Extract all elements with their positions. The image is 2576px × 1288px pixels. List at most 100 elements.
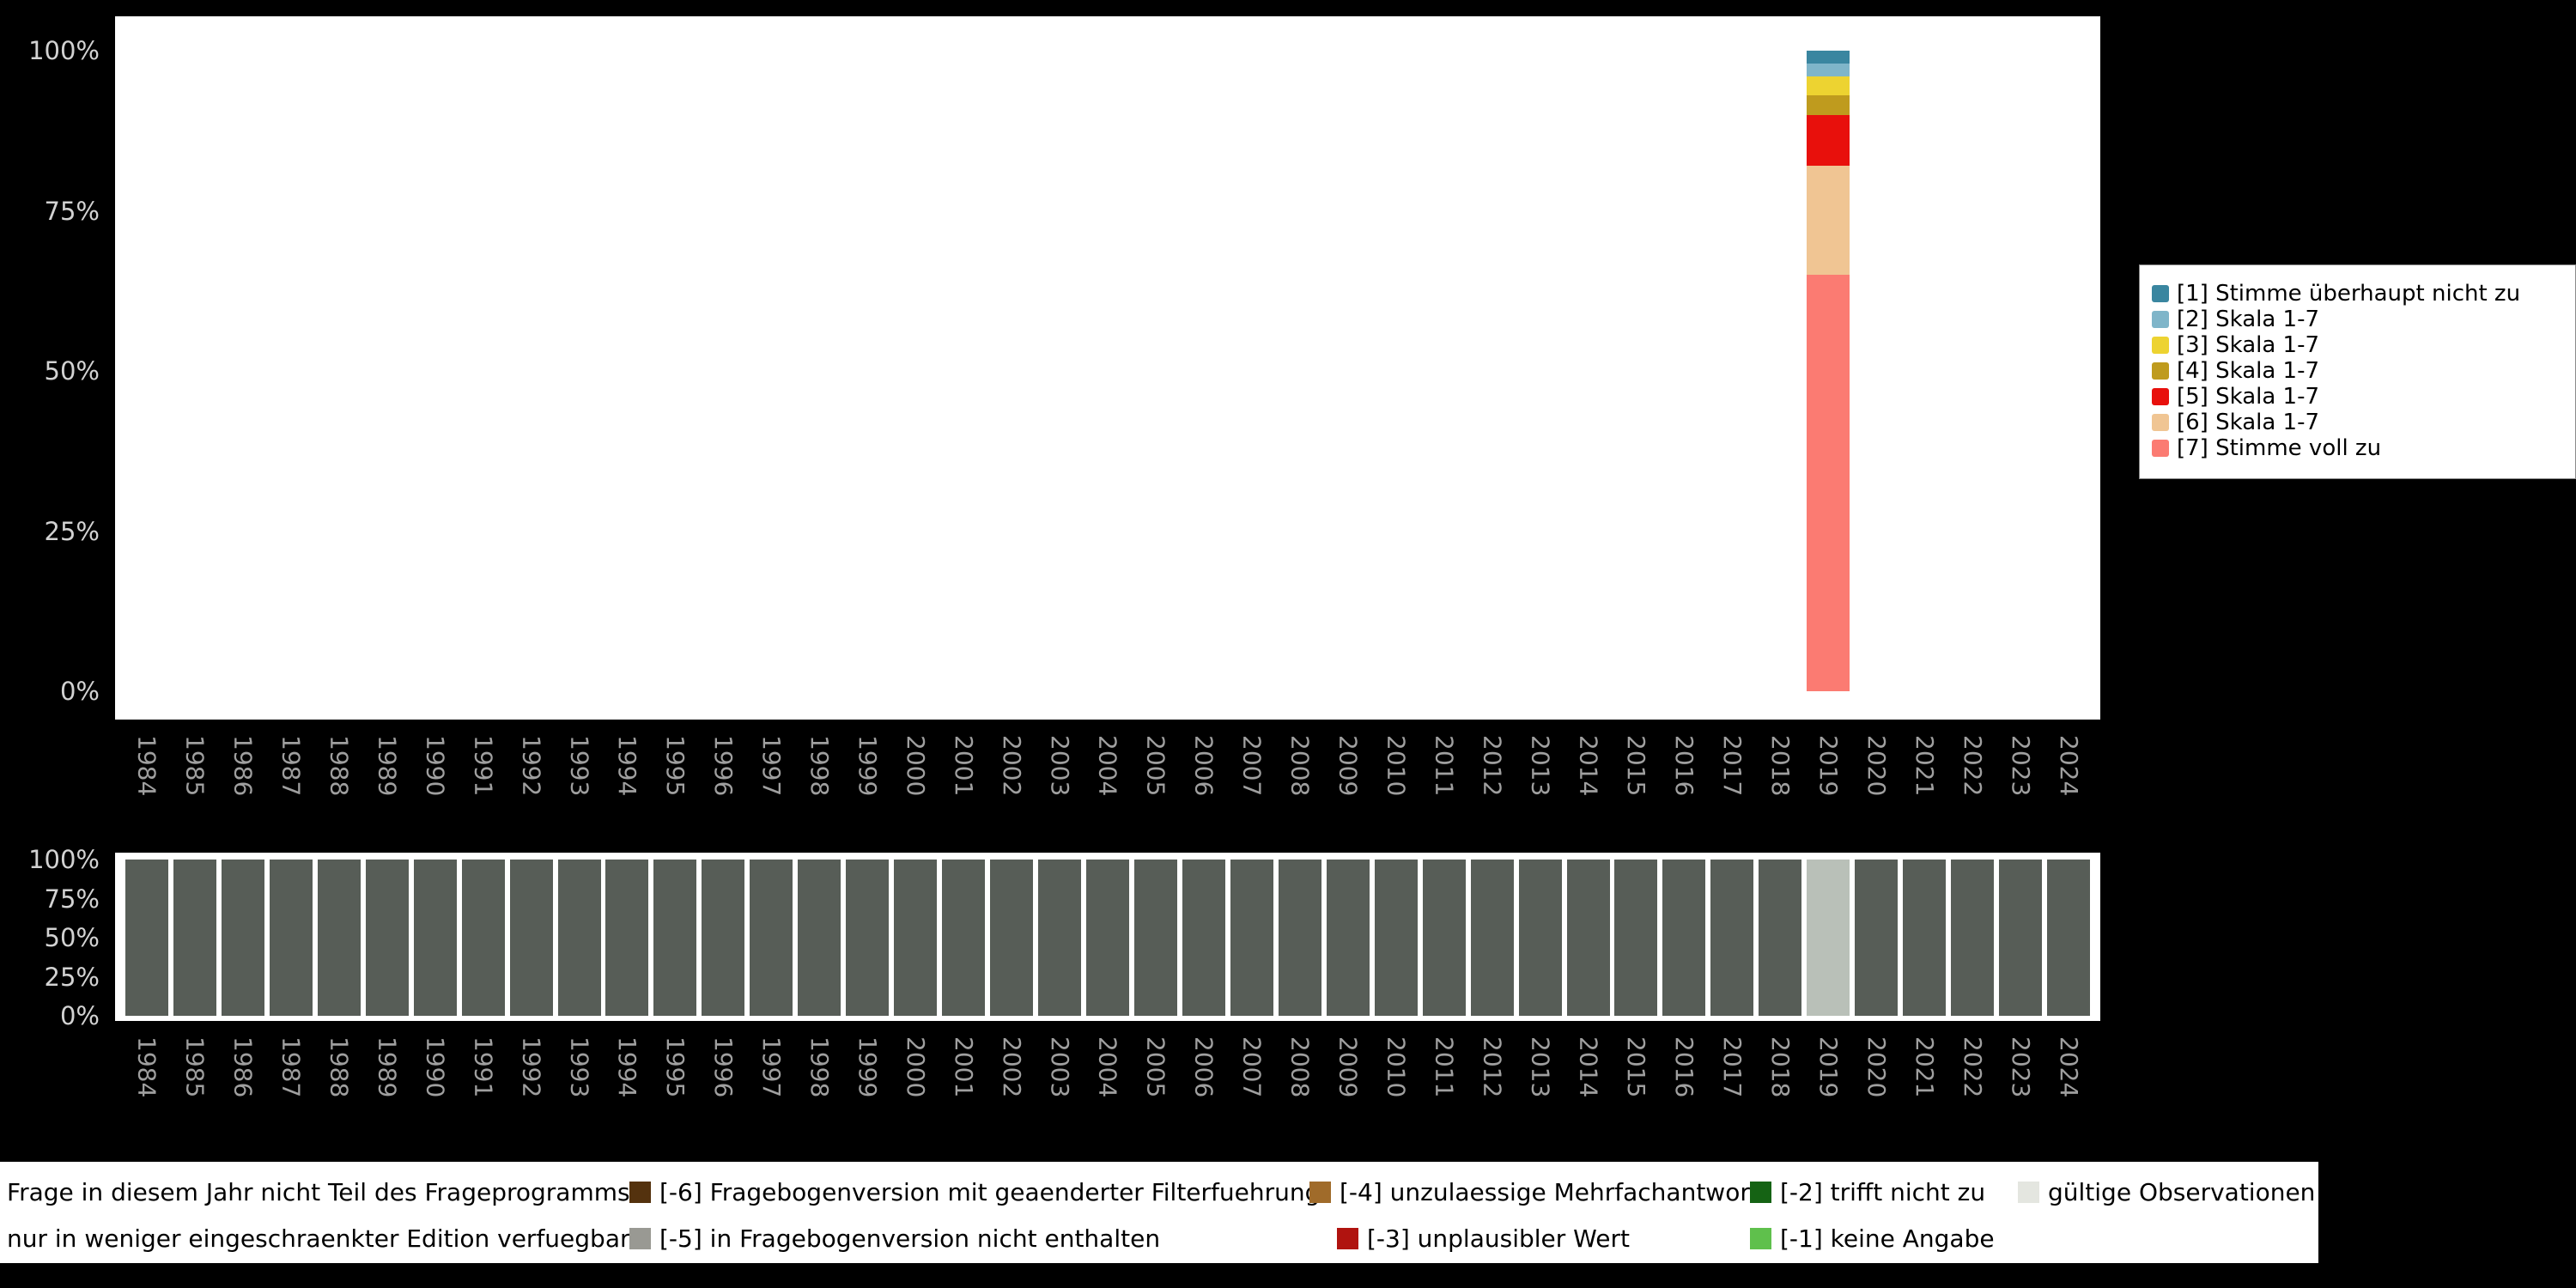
x-axis-year-label: 2022 bbox=[1958, 735, 1987, 797]
bar-segment[interactable] bbox=[894, 860, 938, 1016]
bar-segment[interactable] bbox=[1133, 860, 1177, 1016]
bar-segment[interactable] bbox=[1566, 860, 1610, 1016]
bar-segment[interactable] bbox=[317, 860, 361, 1016]
scale-legend-item[interactable]: [5] Skala 1-7 bbox=[2152, 384, 2575, 410]
x-axis-year-label: 2019 bbox=[1814, 735, 1844, 797]
bar-segment[interactable] bbox=[653, 860, 697, 1016]
x-axis-year-label: 2001 bbox=[949, 1036, 978, 1098]
x-axis-label: 2000 bbox=[891, 1031, 939, 1126]
availability-chart-plot bbox=[115, 853, 2100, 1021]
x-axis-label: 2020 bbox=[1852, 1031, 1900, 1126]
bar-2013 bbox=[1518, 860, 1562, 1016]
bar-2015 bbox=[1614, 860, 1658, 1016]
bar-segment[interactable] bbox=[1903, 860, 1947, 1016]
bar-segment[interactable] bbox=[221, 860, 264, 1016]
bar-segment[interactable] bbox=[846, 860, 890, 1016]
bar-segment[interactable] bbox=[1518, 860, 1562, 1016]
x-axis-label: 1999 bbox=[843, 730, 891, 824]
scale-legend-item[interactable]: [1] Stimme überhaupt nicht zu bbox=[2152, 281, 2575, 307]
bar-segment[interactable] bbox=[605, 860, 649, 1016]
x-axis-year-label: 2013 bbox=[1526, 735, 1555, 797]
bar-segment[interactable] bbox=[1807, 51, 1850, 64]
scale-legend-item[interactable]: [3] Skala 1-7 bbox=[2152, 332, 2575, 358]
bar-segment[interactable] bbox=[990, 860, 1034, 1016]
bar-segment[interactable] bbox=[1278, 860, 1321, 1016]
bar-segment[interactable] bbox=[1614, 860, 1658, 1016]
bar-segment[interactable] bbox=[365, 860, 409, 1016]
x-axis-label: 2002 bbox=[987, 730, 1036, 824]
x-axis-year-label: 2012 bbox=[1478, 1036, 1507, 1098]
y-axis-tick-label: 0% bbox=[59, 677, 100, 706]
bar-segment[interactable] bbox=[1759, 860, 1802, 1016]
x-axis-year-label: 1995 bbox=[661, 735, 690, 797]
x-axis-year-label: 1987 bbox=[276, 1036, 306, 1098]
bar-segment[interactable] bbox=[1086, 860, 1129, 1016]
bar-segment[interactable] bbox=[1422, 860, 1466, 1016]
missing-values-legend: Frage in diesem Jahr nicht Teil des Frag… bbox=[0, 1162, 2318, 1263]
x-axis-label: 2012 bbox=[1468, 730, 1516, 824]
bar-segment[interactable] bbox=[1662, 860, 1706, 1016]
bar-segment[interactable] bbox=[413, 860, 457, 1016]
bar-segment[interactable] bbox=[1182, 860, 1225, 1016]
legend-label: nur in weniger eingeschraenkter Edition … bbox=[7, 1224, 630, 1253]
bar-segment[interactable] bbox=[557, 860, 601, 1016]
bar-segment[interactable] bbox=[2047, 860, 2091, 1016]
x-axis-label: 1989 bbox=[363, 1031, 411, 1126]
bar-2019 bbox=[1807, 860, 1850, 1016]
x-axis-year-label: 2001 bbox=[949, 735, 978, 797]
x-axis-year-label: 2015 bbox=[1622, 735, 1651, 797]
bar-segment[interactable] bbox=[1999, 860, 2043, 1016]
bar-segment[interactable] bbox=[173, 860, 216, 1016]
bar-segment[interactable] bbox=[798, 860, 841, 1016]
x-axis-label: 2017 bbox=[1708, 1031, 1756, 1126]
x-axis-label: 2022 bbox=[1948, 730, 1996, 824]
main-chart-plot bbox=[115, 16, 2100, 720]
bar-segment[interactable] bbox=[1855, 860, 1899, 1016]
x-axis-label: 2015 bbox=[1613, 730, 1661, 824]
x-axis-label: 2003 bbox=[1036, 1031, 1084, 1126]
bar-segment[interactable] bbox=[1807, 114, 1850, 167]
x-axis-label: 1996 bbox=[699, 730, 747, 824]
scale-legend-item[interactable]: [7] Stimme voll zu bbox=[2152, 435, 2575, 461]
scale-legend-item[interactable]: [6] Skala 1-7 bbox=[2152, 410, 2575, 435]
bar-2009 bbox=[1326, 860, 1370, 1016]
x-axis-year-label: 1986 bbox=[228, 1036, 258, 1098]
bar-segment[interactable] bbox=[1807, 275, 1850, 691]
x-axis-year-label: 2016 bbox=[1670, 1036, 1699, 1098]
x-axis-label: 2004 bbox=[1084, 1031, 1132, 1126]
scale-legend: [1] Stimme überhaupt nicht zu [2] Skala 1… bbox=[2139, 264, 2576, 479]
bar-2012 bbox=[1470, 860, 1514, 1016]
bar-segment[interactable] bbox=[269, 860, 313, 1016]
x-axis-year-label: 2022 bbox=[1958, 1036, 1987, 1098]
legend-label: [-4] unzulaessige Mehrfachantwort bbox=[1340, 1177, 1759, 1206]
bar-segment[interactable] bbox=[1807, 166, 1850, 276]
x-axis-year-label: 2002 bbox=[997, 735, 1026, 797]
bar-segment[interactable] bbox=[942, 860, 986, 1016]
bar-segment[interactable] bbox=[702, 860, 745, 1016]
bar-segment[interactable] bbox=[509, 860, 553, 1016]
x-axis-label: 2021 bbox=[1900, 1031, 1948, 1126]
bar-segment[interactable] bbox=[1038, 860, 1082, 1016]
scale-legend-item[interactable]: [4] Skala 1-7 bbox=[2152, 358, 2575, 384]
legend-swatch bbox=[1309, 1181, 1331, 1203]
bar-segment[interactable] bbox=[1326, 860, 1370, 1016]
bar-segment[interactable] bbox=[125, 860, 168, 1016]
bar-segment[interactable] bbox=[1807, 63, 1850, 76]
bar-segment[interactable] bbox=[1230, 860, 1273, 1016]
bar-segment[interactable] bbox=[750, 860, 793, 1016]
x-axis-year-label: 2021 bbox=[1910, 735, 1939, 797]
bar-segment[interactable] bbox=[1470, 860, 1514, 1016]
bar-segment[interactable] bbox=[1807, 95, 1850, 115]
x-axis-label: 1995 bbox=[651, 730, 699, 824]
x-axis-label: 2018 bbox=[1756, 730, 1804, 824]
legend-swatch bbox=[2152, 440, 2169, 457]
bar-segment[interactable] bbox=[1710, 860, 1754, 1016]
scale-legend-item[interactable]: [2] Skala 1-7 bbox=[2152, 307, 2575, 332]
x-axis-year-label: 2010 bbox=[1382, 735, 1411, 797]
bar-segment[interactable] bbox=[461, 860, 505, 1016]
bar-segment[interactable] bbox=[1951, 860, 1995, 1016]
bar-segment[interactable] bbox=[1374, 860, 1418, 1016]
bar-2019 bbox=[1807, 51, 1850, 691]
bar-segment[interactable] bbox=[1807, 860, 1850, 1016]
bar-segment[interactable] bbox=[1807, 76, 1850, 96]
